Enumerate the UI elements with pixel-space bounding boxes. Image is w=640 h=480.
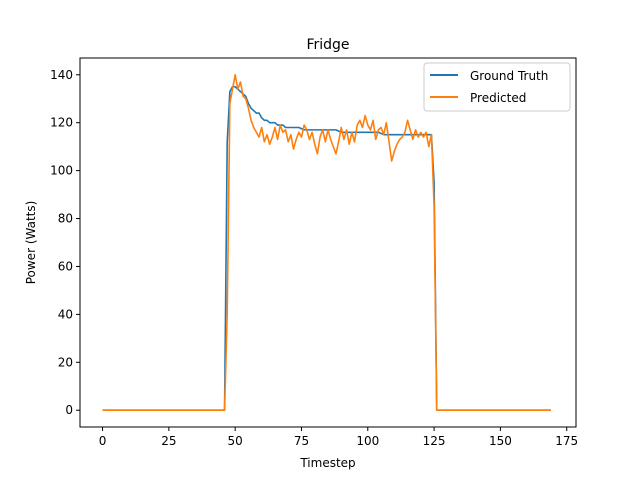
x-tick-label: 0 [99, 434, 107, 448]
y-tick-label: 80 [58, 212, 73, 226]
y-axis-label: Power (Watts) [24, 201, 38, 285]
series-line-ground-truth [102, 85, 551, 412]
y-axis: 0 20 40 60 80 100 120 140 [50, 68, 80, 417]
x-tick-label: 150 [489, 434, 512, 448]
y-tick-label: 60 [58, 259, 73, 273]
y-tick-label: 120 [50, 116, 73, 130]
legend-frame [423, 62, 571, 112]
chart-title: Fridge [306, 37, 349, 53]
x-tick-label: 75 [294, 434, 309, 448]
x-tick-label: 50 [228, 434, 243, 448]
series-line-predicted [102, 73, 551, 412]
x-tick-label: 100 [356, 434, 379, 448]
legend: Ground Truth Predicted [423, 62, 571, 112]
x-tick-label: 175 [555, 434, 578, 448]
legend-label-ground-truth: Ground Truth [470, 69, 548, 83]
x-tick-label: 125 [423, 434, 446, 448]
y-tick-label: 20 [58, 355, 73, 369]
x-axis-label: Timestep [299, 456, 355, 470]
y-tick-label: 100 [50, 164, 73, 178]
y-tick-label: 140 [50, 68, 73, 82]
legend-label-predicted: Predicted [470, 91, 526, 105]
y-tick-label: 40 [58, 307, 73, 321]
y-tick-label: 0 [65, 403, 73, 417]
x-tick-label: 25 [161, 434, 176, 448]
x-axis: 0 25 50 75 100 125 150 175 [99, 427, 578, 448]
series-layer [102, 73, 551, 412]
plot-frame [79, 57, 577, 428]
